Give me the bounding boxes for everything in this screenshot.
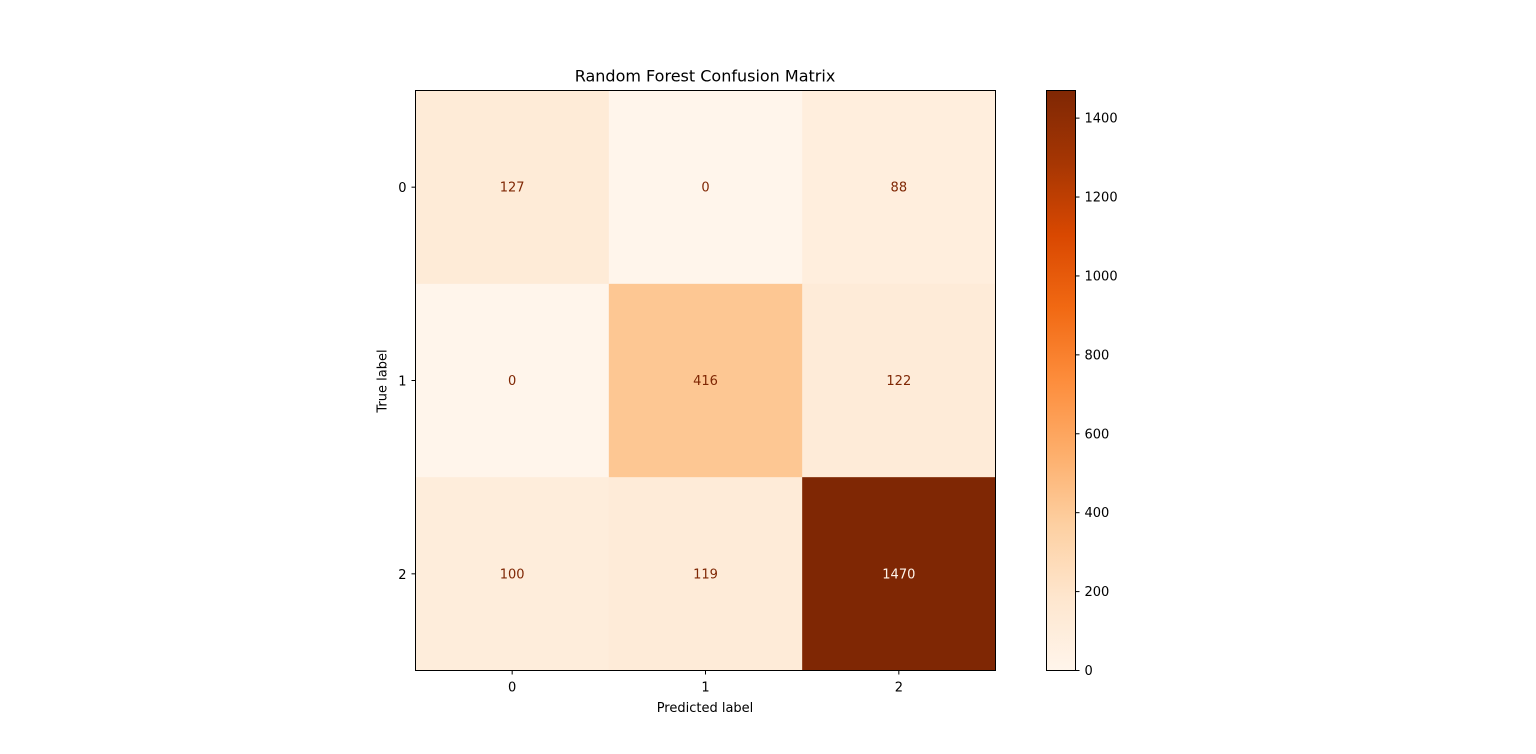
heatmap-cell	[415, 477, 610, 671]
y-tick-label: 1	[398, 375, 406, 390]
colorbar-tick-label: 1200	[1085, 191, 1118, 206]
colorbar-tick-label: 600	[1085, 427, 1110, 442]
x-tick-label: 2	[895, 681, 903, 696]
colorbar-tick-label: 0	[1085, 664, 1093, 679]
heatmap-cell	[608, 477, 803, 671]
heatmap-cells	[415, 90, 996, 671]
heatmap-cell	[415, 283, 610, 478]
heatmap-cell	[802, 283, 996, 478]
colorbar-ticks: 0 200 400 600 800 1000 1200 1400	[1075, 112, 1118, 679]
cell-value-label: 1470	[882, 567, 915, 582]
y-tick-label: 0	[398, 181, 406, 196]
x-axis-ticks: 0 1 2	[508, 670, 903, 696]
y-axis-label: True label	[376, 349, 391, 413]
heatmap-cell	[415, 90, 610, 285]
cell-value-label: 119	[693, 567, 718, 582]
chart-title: Random Forest Confusion Matrix	[575, 67, 836, 86]
cell-value-label: 0	[508, 374, 516, 389]
cell-value-label: 416	[693, 374, 718, 389]
cell-value-label: 127	[500, 181, 525, 196]
x-tick-label: 1	[701, 681, 709, 696]
colorbar-tick-label: 1400	[1085, 112, 1118, 127]
heatmap-cell	[802, 477, 996, 671]
colorbar-tick-label: 200	[1085, 585, 1110, 600]
x-tick-label: 0	[508, 681, 516, 696]
colorbar-tick-label: 1000	[1085, 269, 1118, 284]
y-tick-label: 2	[398, 568, 406, 583]
heatmap-cell	[608, 283, 803, 478]
colorbar	[1046, 90, 1076, 671]
cell-value-label: 88	[891, 181, 908, 196]
x-axis-label: Predicted label	[657, 701, 754, 716]
heatmap-cell	[802, 90, 996, 285]
cell-value-label: 0	[701, 181, 709, 196]
cell-labels: 127 0 88 0 416 122 100 119 1470	[500, 181, 916, 583]
heatmap-cell	[608, 90, 803, 285]
colorbar-tick-label: 400	[1085, 506, 1110, 521]
cell-value-label: 122	[886, 374, 911, 389]
y-axis-ticks: 0 1 2	[398, 181, 416, 583]
cell-value-label: 100	[500, 567, 525, 582]
colorbar-tick-label: 800	[1085, 348, 1110, 363]
